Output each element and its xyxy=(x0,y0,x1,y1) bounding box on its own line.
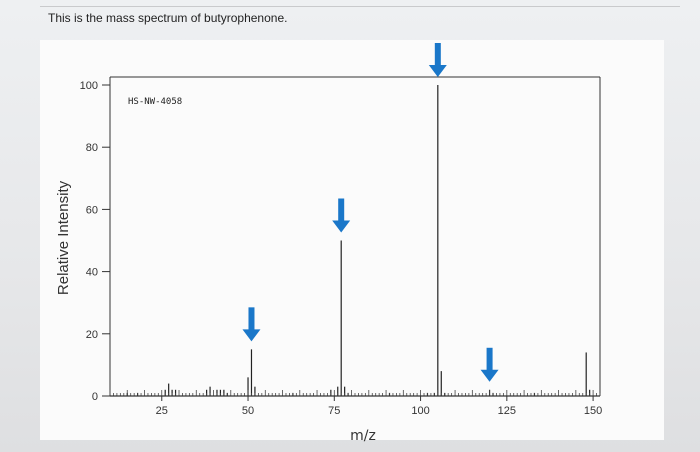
x-tick-label: 150 xyxy=(584,405,602,417)
arrow-head xyxy=(480,369,499,382)
x-tick-label: 50 xyxy=(242,405,254,417)
arrow-head xyxy=(242,329,261,342)
y-tick-label: 80 xyxy=(86,142,98,154)
arrow-shaft xyxy=(434,43,441,67)
y-axis-label: Relative Intensity xyxy=(55,180,72,295)
question-text: This is the mass spectrum of butyropheno… xyxy=(48,11,288,25)
y-tick-label: 100 xyxy=(80,80,98,92)
spectrum-id-annotation: HS-NW-4058 xyxy=(128,97,182,107)
x-tick-label: 100 xyxy=(411,405,429,417)
x-axis-label: m/z xyxy=(350,428,376,444)
y-tick-label: 60 xyxy=(86,204,98,216)
blue-down-arrow-icon xyxy=(242,307,261,342)
y-tick-label: 0 xyxy=(92,391,98,403)
arrow-head xyxy=(428,65,447,77)
y-tick-label: 20 xyxy=(86,329,98,341)
arrow-shaft xyxy=(486,347,493,372)
blue-down-arrow-icon xyxy=(480,347,499,382)
arrow-head xyxy=(332,220,351,233)
x-tick-label: 25 xyxy=(156,405,168,417)
x-tick-label: 125 xyxy=(498,405,516,417)
mass-spectrum-panel xyxy=(40,40,664,440)
blue-down-arrow-icon xyxy=(332,198,351,233)
x-tick-label: 75 xyxy=(328,405,340,417)
blue-down-arrow-icon xyxy=(428,43,447,77)
divider xyxy=(40,6,680,7)
y-tick-label: 40 xyxy=(86,267,98,279)
arrow-shaft xyxy=(248,307,255,332)
arrow-shaft xyxy=(338,198,345,223)
